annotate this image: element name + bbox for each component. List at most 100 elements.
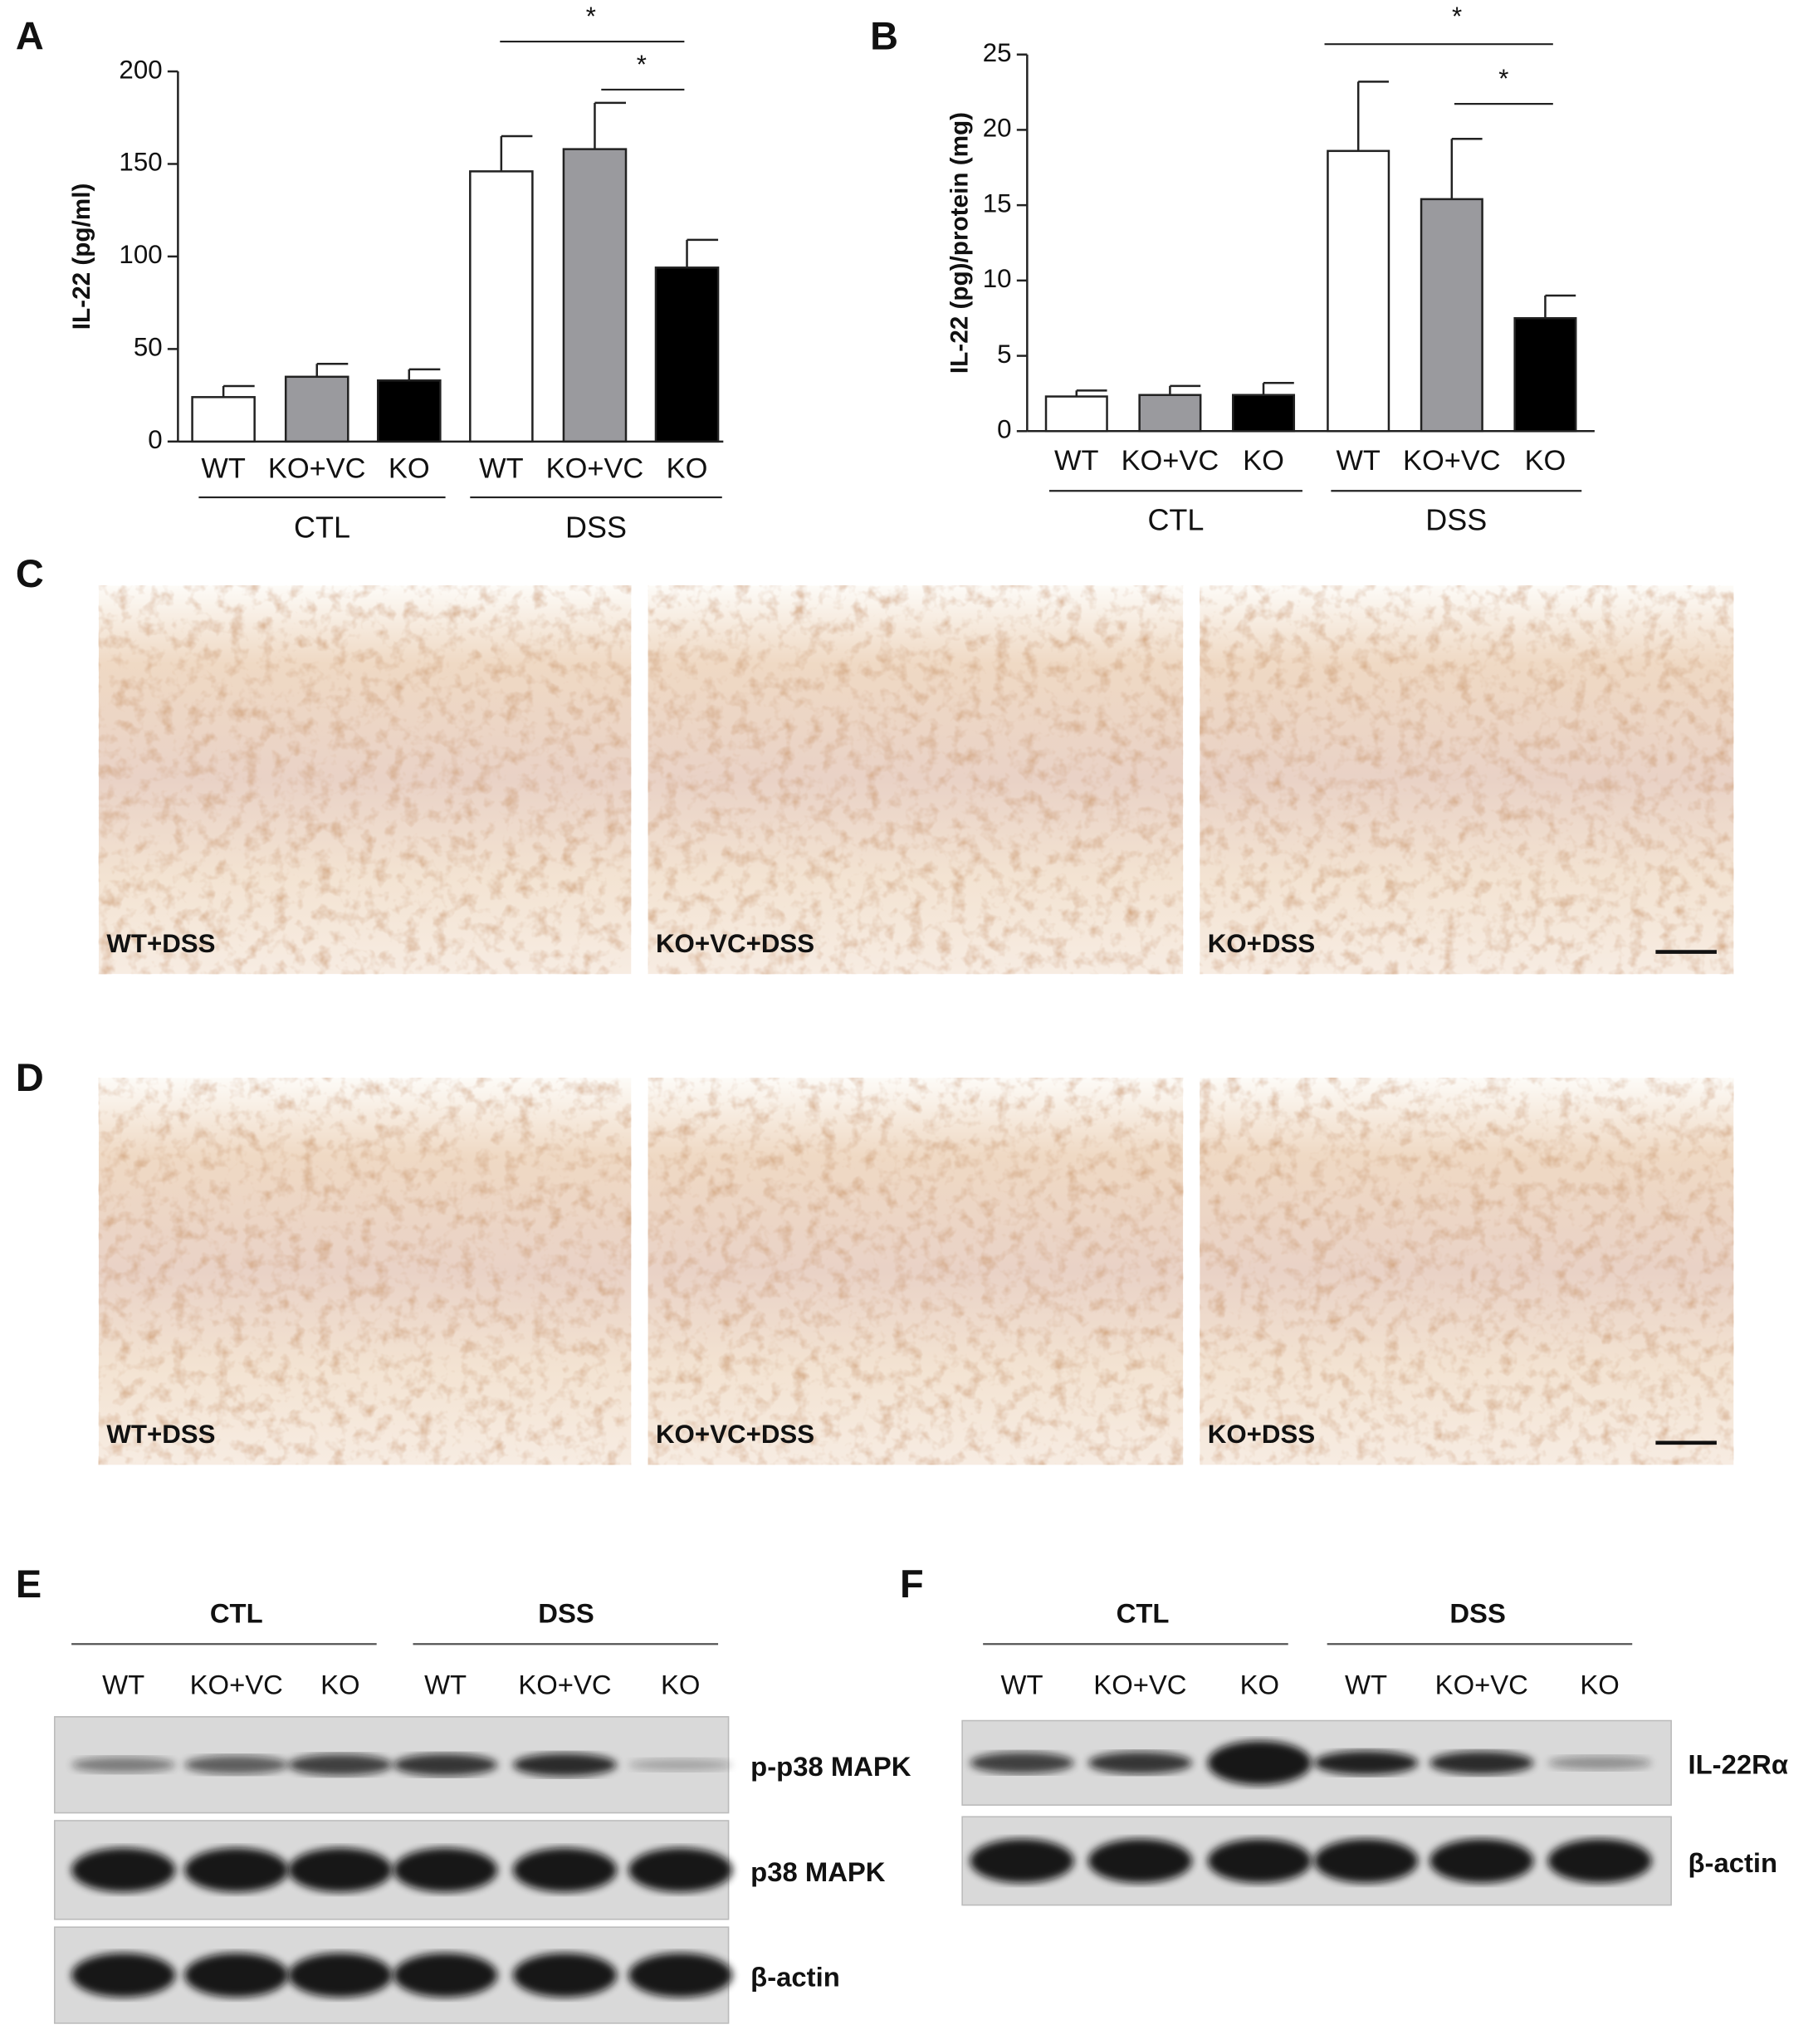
x-tick-label: WT: [1054, 445, 1099, 477]
blot-band: [1429, 1751, 1534, 1775]
y-tick-label: 10: [983, 264, 1012, 293]
blot-band: [512, 1753, 618, 1777]
blot-band: [393, 1953, 498, 1998]
bar: [469, 170, 534, 443]
blot-band: [628, 1953, 733, 1998]
group-label: DSS: [1425, 502, 1487, 536]
y-axis-label: IL-22 (pg)/protein (mg): [946, 112, 973, 374]
bar: [654, 267, 720, 443]
y-tick-label: 15: [983, 188, 1012, 218]
x-tick-label: KO: [1525, 445, 1566, 477]
blot-band: [512, 1953, 618, 1998]
lane-label: WT: [1345, 1670, 1387, 1700]
blot-band: [184, 1755, 289, 1774]
blot-row-label: p-p38 MAPK: [750, 1751, 911, 1782]
panel-letter: E: [16, 1562, 42, 1606]
blot-band: [970, 1752, 1074, 1774]
bar: [562, 148, 628, 443]
blot-band: [288, 1753, 393, 1776]
bar: [377, 379, 442, 443]
micrograph: [98, 1078, 632, 1465]
blot-band: [628, 1847, 733, 1892]
y-tick-label: 50: [134, 333, 163, 362]
significance-star: *: [1498, 64, 1508, 93]
lane-label: KO+VC: [518, 1670, 611, 1700]
significance-star: *: [1452, 2, 1462, 31]
micrograph: [648, 1078, 1184, 1465]
blot-band: [71, 1953, 176, 1998]
blot-band: [1087, 1751, 1192, 1774]
group-label: DSS: [565, 511, 627, 545]
x-tick-label: WT: [1336, 445, 1381, 477]
y-tick-label: 20: [983, 114, 1012, 143]
panel-letter: D: [16, 1056, 44, 1099]
lane-label: WT: [424, 1670, 467, 1700]
blot-band: [512, 1847, 618, 1892]
lane-label: KO: [661, 1670, 700, 1700]
blot-band: [71, 1757, 176, 1773]
y-tick-label: 0: [148, 425, 162, 454]
x-tick-label: WT: [201, 452, 246, 484]
x-tick-label: KO+VC: [546, 452, 644, 484]
micrograph: [648, 585, 1184, 975]
lane-label: KO: [1240, 1670, 1279, 1700]
x-tick-label: KO+VC: [268, 452, 366, 484]
blot-group-label: CTL: [1117, 1597, 1170, 1628]
blot-band: [288, 1953, 393, 1998]
panel-letter: F: [900, 1562, 924, 1606]
significance-star: *: [586, 2, 596, 31]
blot-band: [1207, 1740, 1312, 1785]
blot-band: [393, 1753, 498, 1777]
blot-band: [288, 1847, 393, 1892]
micrograph-label: WT+DSS: [106, 929, 215, 958]
micrograph-label: KO+DSS: [1208, 929, 1315, 958]
x-tick-label: KO+VC: [1403, 445, 1501, 477]
micrograph-label: WT+DSS: [106, 1420, 215, 1449]
blot-group-label: DSS: [538, 1597, 594, 1628]
blot-band: [1314, 1750, 1419, 1775]
panel-letter: B: [870, 14, 898, 57]
micrograph-label: KO+VC+DSS: [656, 1420, 814, 1449]
y-tick-label: 150: [119, 148, 162, 177]
y-tick-label: 0: [997, 415, 1011, 444]
micrograph: [1200, 585, 1734, 975]
blot-band: [184, 1847, 289, 1892]
blot-row-label: β-actin: [1688, 1847, 1778, 1878]
micrograph-label: KO+VC+DSS: [656, 929, 814, 958]
micrograph-label: KO+DSS: [1208, 1420, 1315, 1449]
bar: [284, 375, 349, 443]
blot-row-label: p38 MAPK: [750, 1856, 886, 1887]
panel-letter: A: [16, 14, 44, 57]
x-tick-label: KO: [667, 452, 708, 484]
blot-band: [1314, 1838, 1419, 1884]
blot-band: [1087, 1838, 1192, 1884]
lane-label: KO+VC: [190, 1670, 283, 1700]
y-tick-label: 5: [997, 340, 1011, 369]
bar: [1420, 198, 1483, 433]
blot-group-label: CTL: [210, 1597, 263, 1628]
blot-band: [184, 1953, 289, 1998]
panel-letter: C: [16, 552, 44, 595]
blot-band: [71, 1847, 176, 1892]
blot-band: [1547, 1838, 1652, 1884]
bar: [1138, 394, 1202, 433]
y-tick-label: 200: [119, 55, 162, 84]
group-label: CTL: [1147, 502, 1204, 536]
blot-band: [1207, 1838, 1312, 1884]
x-tick-label: KO: [389, 452, 430, 484]
blot-band: [1429, 1838, 1534, 1884]
lane-label: KO+VC: [1093, 1670, 1186, 1700]
bar: [1044, 395, 1108, 433]
x-tick-label: KO+VC: [1122, 445, 1219, 477]
lane-label: WT: [1001, 1670, 1043, 1700]
micrograph: [98, 585, 632, 975]
y-tick-label: 100: [119, 240, 162, 269]
significance-star: *: [637, 50, 647, 79]
group-label: CTL: [294, 511, 350, 545]
lane-label: KO: [1580, 1670, 1619, 1700]
micrograph: [1200, 1078, 1734, 1465]
blot-band: [393, 1847, 498, 1892]
blot-row-label: IL-22Rα: [1688, 1749, 1789, 1780]
blot-band: [1547, 1755, 1652, 1770]
